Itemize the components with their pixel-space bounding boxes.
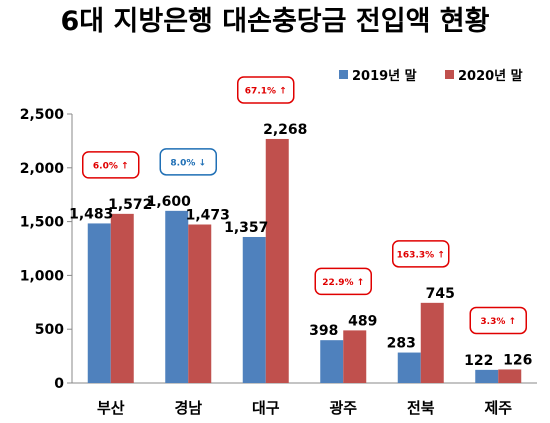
data-label: 1,572: [108, 197, 152, 213]
x-tick-label: 부산: [97, 399, 125, 417]
x-tick-label: 광주: [329, 399, 357, 417]
x-axis: 부산 경남 대구 광주 전북 제주: [72, 382, 537, 417]
data-label: 745: [426, 286, 455, 302]
annotation-label: 8.0% ↓: [170, 158, 206, 168]
annotation-box: [314, 267, 372, 296]
y-axis: 0 500 1,000 1,500 2,000 2,500: [20, 107, 73, 392]
data-label: 126: [503, 352, 532, 368]
data-label: 1,600: [147, 194, 192, 210]
bar: [498, 369, 522, 383]
y-tick-label: 1,500: [20, 215, 65, 231]
x-tick-label: 전북: [407, 399, 435, 417]
legend-swatch-2019: [339, 70, 348, 79]
data-label: 1,483: [69, 206, 113, 222]
annotation-label: 6.0% ↑: [93, 161, 129, 171]
y-tick-label: 0: [54, 376, 64, 392]
legend-label-2019: 2019년 말: [352, 69, 417, 84]
bar: [343, 330, 367, 383]
annotation-box: [237, 76, 295, 104]
bar: [188, 224, 212, 383]
bar: [242, 236, 266, 383]
data-label: 489: [348, 313, 377, 329]
annotation-box: [392, 240, 450, 268]
annotation-label: 22.9% ↑: [322, 278, 364, 288]
data-label: 122: [464, 353, 493, 369]
y-tick-label: 1,000: [20, 268, 65, 284]
annotations: 6.0% ↑ 8.0% ↓ 67.1% ↑ 22.9% ↑ 163.3% ↑ 3.3% ↑: [82, 76, 527, 335]
bar: [420, 302, 444, 383]
annotation-label: 3.3% ↑: [480, 317, 516, 327]
annotation-label: 163.3% ↑: [397, 250, 445, 260]
bar: [320, 340, 344, 383]
chart-title: 6대 지방은행 대손충당금 전입액 현황: [61, 6, 490, 37]
bar: [265, 138, 289, 383]
annotation-box: [159, 148, 217, 176]
y-tick-label: 2,000: [20, 161, 65, 177]
x-tick-label: 제주: [484, 399, 512, 417]
y-tick-label: 2,500: [20, 107, 65, 123]
annotation-box: [82, 151, 140, 179]
bar: [475, 369, 499, 383]
legend-label-2020: 2020년 말: [458, 69, 523, 84]
bar: [397, 352, 421, 383]
bar: [87, 223, 111, 383]
data-label: 1,357: [224, 220, 268, 236]
data-label: 2,268: [263, 122, 307, 138]
data-labels: 1,483 1,600 1,357 398 283 122 1,572 1,473 2,268 4…: [69, 122, 532, 369]
data-label: 1,473: [186, 208, 230, 224]
legend: 2019년 말 2020년 말: [339, 69, 523, 84]
y-tick-label: 500: [35, 322, 64, 338]
annotation-label: 67.1% ↑: [245, 86, 287, 96]
legend-swatch-2020: [445, 70, 454, 79]
x-tick-label: 경남: [174, 399, 202, 417]
bar: [165, 210, 189, 383]
bar: [110, 213, 134, 383]
bars: [87, 138, 522, 383]
data-label: 398: [309, 323, 338, 339]
annotation-box: [469, 306, 527, 335]
x-tick-label: 대구: [252, 399, 280, 417]
data-label: 283: [387, 336, 416, 352]
